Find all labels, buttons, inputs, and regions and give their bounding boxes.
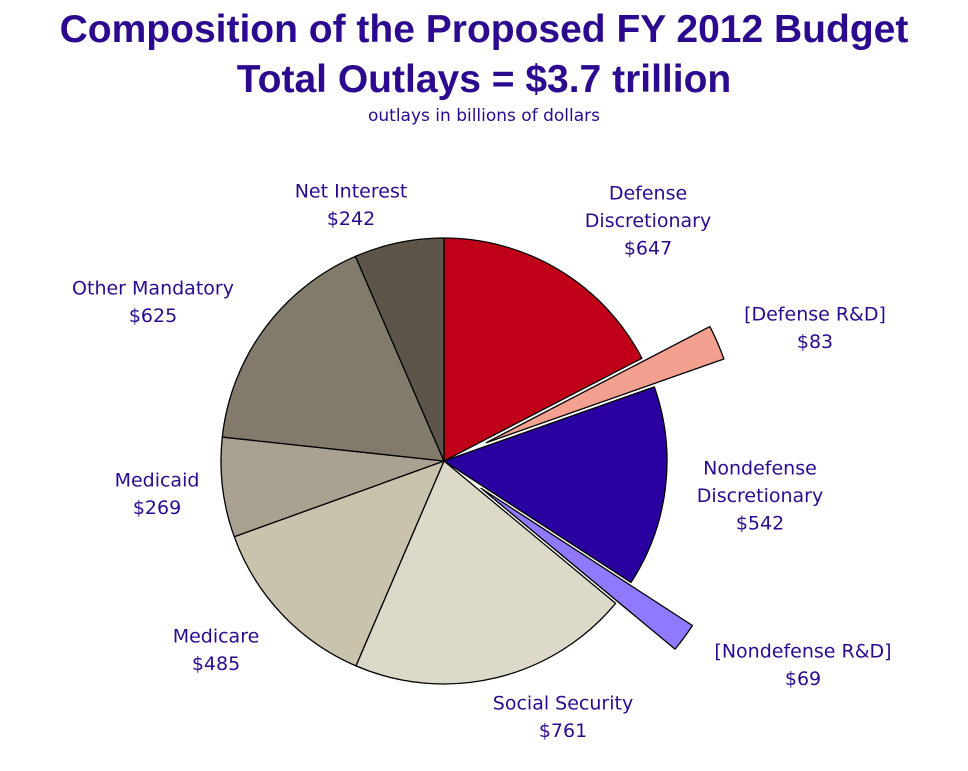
slice-label-medicaid: Medicaid $269 <box>115 469 200 519</box>
chart-subtitle: Total Outlays = $3.7 trillion <box>236 58 732 101</box>
pie-slice-medicaid <box>220 436 445 538</box>
chart-unit-note: outlays in billions of dollars <box>367 106 600 126</box>
slice-name-defense-r-d: [Defense R&D] <box>744 303 886 325</box>
slice-value-defense-r-d: $83 <box>797 331 833 353</box>
slice-name-nondefense-discretionary: Discretionary <box>697 485 823 507</box>
pie-slice-nondefense-discretionary <box>443 386 668 584</box>
slice-value-net-interest: $242 <box>327 208 375 230</box>
pie-slice-social-security <box>355 460 617 685</box>
pie-slice-nondefense-r-d <box>480 487 694 650</box>
slice-label-medicare: Medicare $485 <box>173 625 260 675</box>
slice-value-defense-discretionary: $647 <box>624 238 672 260</box>
slice-name-net-interest: Net Interest <box>295 180 408 202</box>
slice-value-social-security: $761 <box>539 720 587 742</box>
slice-value-medicare: $485 <box>192 653 240 675</box>
slice-name-social-security: Social Security <box>493 692 633 714</box>
pie-slice-medicare <box>233 460 445 667</box>
slice-name-nondefense-r-d: [Nondefense R&D] <box>714 640 891 662</box>
slice-value-medicaid: $269 <box>133 497 181 519</box>
slice-label-net-interest: Net Interest $242 <box>295 180 408 230</box>
slice-name-nondefense-discretionary: Nondefense <box>703 458 817 480</box>
slice-name-medicaid: Medicaid <box>115 469 200 491</box>
slice-label-social-security: Social Security $761 <box>493 692 633 742</box>
slice-label-nondefense-discretionary: Nondefense Discretionary $542 <box>697 458 823 535</box>
pie-slice-defense-discretionary <box>443 237 643 462</box>
slice-label-defense-r-d: [Defense R&D] $83 <box>744 303 886 353</box>
slice-name-defense-discretionary: Discretionary <box>585 210 711 232</box>
slice-label-nondefense-r-d: [Nondefense R&D] $69 <box>714 640 891 690</box>
slice-name-medicare: Medicare <box>173 625 260 647</box>
slice-value-nondefense-r-d: $69 <box>785 668 821 690</box>
chart-title: Composition of the Proposed FY 2012 Budg… <box>59 8 909 51</box>
pie-slice-net-interest <box>354 237 445 462</box>
slice-label-other-mandatory: Other Mandatory $625 <box>72 277 234 327</box>
pie-slice-defense-r-d <box>485 325 725 444</box>
slice-name-other-mandatory: Other Mandatory <box>72 277 234 299</box>
slice-name-defense-discretionary: Defense <box>609 183 687 205</box>
slice-value-nondefense-discretionary: $542 <box>736 513 784 535</box>
slice-value-other-mandatory: $625 <box>129 305 177 327</box>
slice-label-defense-discretionary: Defense Discretionary $647 <box>585 183 711 260</box>
pie-slice-other-mandatory <box>221 255 445 462</box>
